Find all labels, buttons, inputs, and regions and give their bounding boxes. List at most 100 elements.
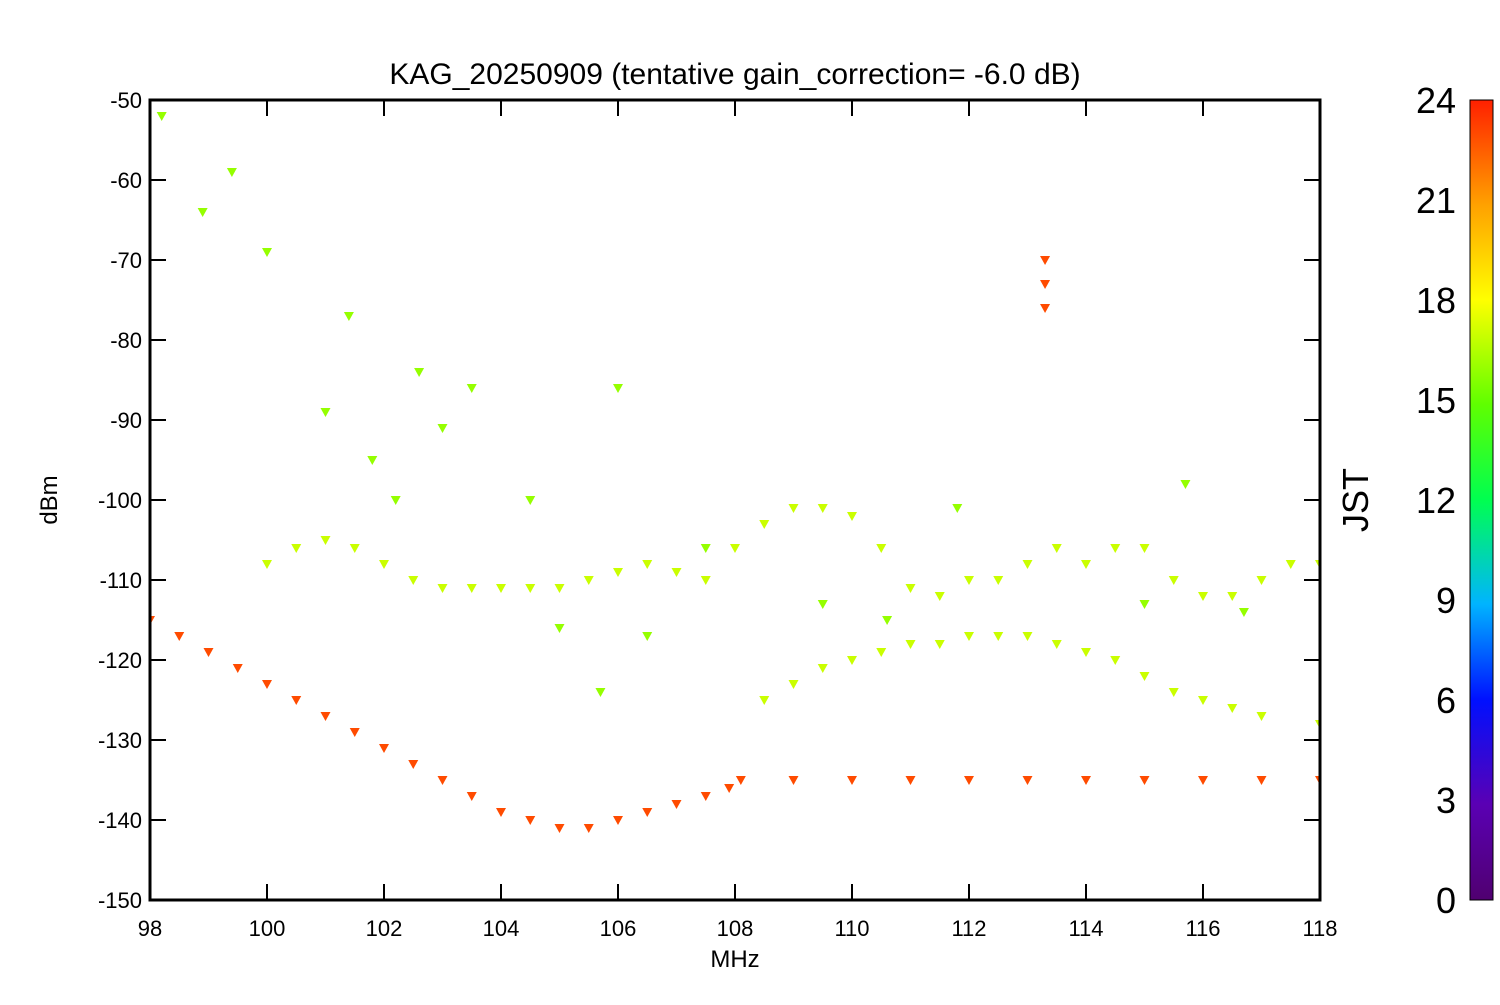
data-point	[466, 384, 477, 393]
data-point	[1081, 648, 1091, 657]
colorbar	[1469, 99, 1494, 901]
data-point	[993, 632, 1004, 641]
x-tick-label: 118	[1302, 916, 1337, 941]
data-point	[349, 544, 360, 553]
colorbar-tick-label: 3	[1436, 780, 1456, 821]
data-point	[343, 312, 354, 321]
y-tick-label: -110	[100, 568, 142, 593]
data-point	[232, 664, 243, 673]
data-point	[525, 496, 536, 505]
data-point	[817, 504, 828, 513]
data-point	[197, 208, 208, 217]
y-tick-label: -150	[98, 888, 142, 913]
data-point	[613, 384, 623, 393]
data-point	[174, 632, 185, 641]
data-point	[847, 656, 857, 665]
colorbar-tick-label: 12	[1416, 480, 1456, 521]
data-point	[1285, 560, 1296, 569]
data-point	[554, 624, 565, 633]
data-point	[964, 632, 974, 641]
x-tick-label: 110	[834, 916, 869, 941]
data-point	[1198, 592, 1208, 601]
data-point	[700, 576, 711, 585]
data-point	[408, 760, 419, 769]
data-point	[1051, 544, 1062, 553]
x-tick-label: 104	[483, 916, 520, 941]
data-point	[554, 824, 565, 833]
data-point	[817, 600, 828, 609]
data-point	[1040, 256, 1051, 265]
data-point	[1198, 776, 1208, 785]
y-axis-label: dBm	[36, 475, 63, 524]
data-point	[262, 560, 272, 569]
data-point	[876, 648, 887, 657]
data-point	[613, 816, 623, 825]
data-point	[671, 568, 682, 577]
data-point	[262, 680, 272, 689]
data-point	[1022, 776, 1033, 785]
data-point	[320, 712, 331, 721]
x-tick-label: 102	[366, 916, 403, 941]
colorbar-tick-label: 21	[1416, 180, 1456, 221]
data-point	[700, 792, 711, 801]
data-point	[583, 576, 594, 585]
data-point	[390, 496, 401, 505]
data-point	[1256, 712, 1267, 721]
data-point	[1110, 544, 1121, 553]
data-point	[408, 576, 419, 585]
data-point	[1040, 280, 1051, 289]
y-tick-label: -50	[110, 88, 142, 113]
data-point	[1198, 696, 1208, 705]
data-point	[291, 544, 302, 553]
colorbar-label: JST	[1335, 468, 1376, 532]
data-point	[642, 632, 653, 641]
chart-title: KAG_20250909 (tentative gain_correction=…	[389, 58, 1080, 91]
data-point	[934, 592, 945, 601]
data-point	[1168, 576, 1179, 585]
data-point	[1227, 704, 1238, 713]
data-point	[1180, 480, 1191, 489]
data-point	[934, 640, 945, 649]
data-point	[379, 560, 389, 569]
data-point	[613, 568, 623, 577]
data-point	[671, 800, 682, 809]
data-point	[466, 584, 477, 593]
data-point	[226, 168, 237, 177]
y-tick-label: -60	[110, 168, 142, 193]
colorbar-ticks: 0 3 6 9 12 15 18 21 24	[1416, 80, 1456, 921]
data-point	[788, 504, 799, 513]
data-point	[905, 584, 916, 593]
data-point	[379, 744, 389, 753]
data-point	[1227, 592, 1238, 601]
x-tick-label: 98	[138, 916, 162, 941]
data-point	[583, 824, 594, 833]
data-point	[1168, 688, 1179, 697]
data-point	[262, 248, 272, 257]
data-marks	[150, 112, 1320, 833]
data-point	[1256, 576, 1267, 585]
data-point	[1139, 600, 1150, 609]
data-point	[759, 520, 770, 529]
x-tick-label: 108	[717, 916, 754, 941]
data-point	[1256, 776, 1267, 785]
data-point	[964, 576, 974, 585]
data-point	[1040, 304, 1051, 313]
x-tick-label: 116	[1185, 916, 1220, 941]
data-point	[735, 776, 746, 785]
data-point	[595, 688, 606, 697]
colorbar-tick-label: 6	[1436, 680, 1456, 721]
x-axis-ticks: 98 100 102 104 106 108 110 112 114 116 118	[138, 100, 1338, 941]
data-point	[847, 512, 857, 521]
y-tick-label: -140	[98, 808, 142, 833]
data-point	[496, 584, 506, 593]
y-tick-label: -100	[98, 488, 142, 513]
data-point	[847, 776, 857, 785]
colorbar-tick-label: 9	[1436, 580, 1456, 621]
data-point	[817, 664, 828, 673]
data-point	[1022, 560, 1033, 569]
data-point	[1081, 776, 1091, 785]
data-point	[203, 648, 214, 657]
data-point	[1238, 608, 1249, 617]
